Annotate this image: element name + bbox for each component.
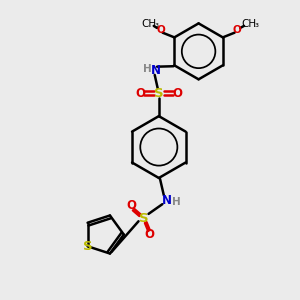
Text: H: H	[143, 64, 152, 74]
Text: O: O	[156, 25, 165, 35]
Text: ₃: ₃	[154, 20, 158, 29]
Text: CH: CH	[242, 20, 257, 29]
Text: O: O	[144, 228, 154, 241]
Text: ₃: ₃	[255, 20, 259, 29]
Text: H: H	[172, 197, 180, 207]
Text: O: O	[172, 87, 182, 100]
Text: CH: CH	[141, 20, 156, 29]
Text: O: O	[232, 25, 241, 35]
Text: N: N	[151, 64, 160, 77]
Text: S: S	[154, 87, 164, 100]
Text: O: O	[126, 200, 136, 212]
Text: O: O	[136, 87, 146, 100]
Text: S: S	[139, 212, 148, 225]
Text: N: N	[162, 194, 172, 207]
Text: S: S	[83, 240, 92, 253]
